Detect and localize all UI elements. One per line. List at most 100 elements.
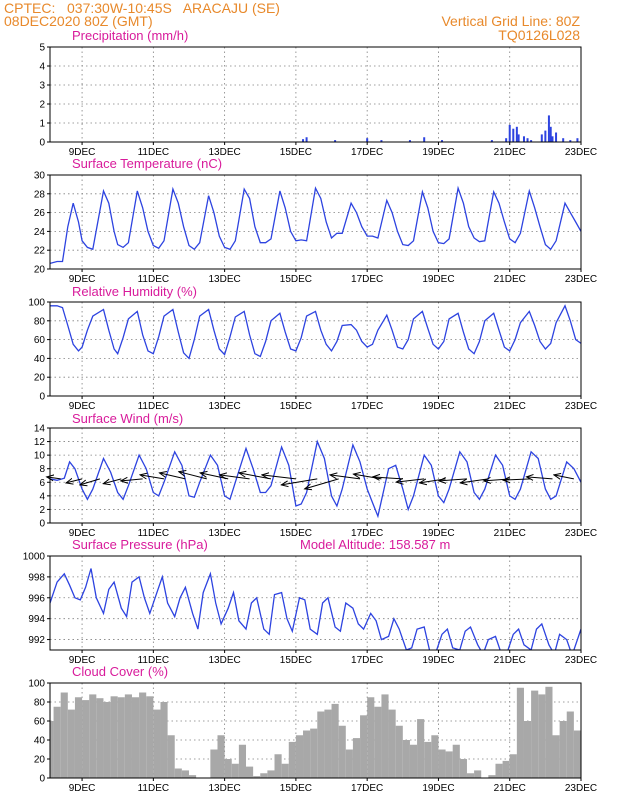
y-tick-label: 2 xyxy=(39,100,45,111)
cloud-bar xyxy=(267,770,275,778)
y-tick-label: 100 xyxy=(28,298,45,309)
precip-bar xyxy=(334,140,337,142)
cloud-bar xyxy=(395,725,403,778)
precip-bar xyxy=(549,126,552,142)
precip-bar xyxy=(515,126,518,142)
cloud-bar xyxy=(96,698,104,778)
x-tick-label: 17DEC xyxy=(351,274,383,285)
x-tick-label: 11DEC xyxy=(138,147,170,158)
cloud-bar xyxy=(67,709,75,778)
cloud-bar xyxy=(231,763,239,778)
x-tick-label: 13DEC xyxy=(208,655,240,666)
precip-bar xyxy=(526,138,529,142)
cloud-bar xyxy=(317,711,325,778)
cloud-bar xyxy=(253,776,261,778)
y-tick-label: 22 xyxy=(34,246,46,257)
precip-bar xyxy=(305,137,308,142)
precip-bar xyxy=(555,132,558,142)
precip-bar xyxy=(423,137,426,142)
wind-title: Surface Wind (m/s) xyxy=(72,411,183,426)
precip-bar xyxy=(517,134,520,142)
cloud-bar xyxy=(124,694,132,778)
cloud-bar xyxy=(452,744,460,778)
y-tick-label: 4 xyxy=(39,62,45,73)
pressure-title: Surface Pressure (hPa) xyxy=(72,537,208,552)
cloud_cover-data xyxy=(50,686,581,778)
cloud-bar xyxy=(417,719,425,778)
cloud-bar xyxy=(160,702,168,778)
wind-vector xyxy=(305,478,339,489)
wind-line xyxy=(50,439,581,519)
cloud_cover-frame xyxy=(49,682,582,779)
x-tick-label: 23DEC xyxy=(565,783,597,794)
model-altitude: Model Altitude: 158.587 m xyxy=(300,537,450,552)
cloud-bar xyxy=(360,715,368,778)
wind-vector xyxy=(220,475,250,480)
wind-data xyxy=(50,439,581,519)
x-tick-label: 21DEC xyxy=(494,783,526,794)
precip-bar xyxy=(530,140,533,142)
cloud-bar xyxy=(374,706,382,778)
precipitation-panel: 0 1 2 3 4 5 9DEC 11DEC 13DEC 15DEC 17DEC 19DEC 21DEC… xyxy=(39,28,597,158)
x-tick-label: 21DEC xyxy=(494,147,526,158)
wind-vector xyxy=(262,475,296,480)
x-tick-label: 9DEC xyxy=(69,528,96,539)
cloud-bar xyxy=(388,709,396,778)
cloud_cover-title: Cloud Cover (%) xyxy=(72,664,168,679)
wind-vector xyxy=(526,477,553,479)
y-tick-label: 4 xyxy=(39,491,45,502)
wind-vector xyxy=(159,473,186,480)
precip-bar xyxy=(562,138,565,142)
y-tick-label: 40 xyxy=(34,354,46,365)
y-tick-label: 28 xyxy=(34,189,46,200)
y-tick-label: 8 xyxy=(39,464,45,475)
wind-vector xyxy=(47,477,61,479)
cloud-bar xyxy=(338,725,346,778)
temperature-data xyxy=(50,185,581,265)
cloud-bar xyxy=(509,754,517,778)
x-tick-label: 21DEC xyxy=(494,528,526,539)
cloud-bar xyxy=(502,760,510,778)
cloud-bar xyxy=(131,697,140,778)
cloud-bar xyxy=(459,759,467,778)
precip-bar xyxy=(569,140,572,142)
y-tick-label: 20 xyxy=(34,265,46,276)
grid-line-note: Vertical Grid Line: 80Z xyxy=(441,13,580,29)
x-tick-label: 11DEC xyxy=(138,274,170,285)
wind-vector xyxy=(66,479,83,483)
x-tick-label: 23DEC xyxy=(565,528,597,539)
x-tick-label: 11DEC xyxy=(138,528,170,539)
station-header: CPTEC: 037:30W-10:45S ARACAJU (SE) xyxy=(4,0,280,16)
cloud-bar xyxy=(188,775,197,778)
x-tick-label: 23DEC xyxy=(565,274,597,285)
cloud-bar xyxy=(74,697,83,778)
x-tick-label: 15DEC xyxy=(280,528,312,539)
x-tick-label: 13DEC xyxy=(208,783,240,794)
cloud-bar xyxy=(288,741,296,778)
cloud-bar xyxy=(445,751,453,778)
y-tick-label: 0 xyxy=(39,519,45,530)
cloud-bar xyxy=(110,696,118,778)
y-tick-label: 3 xyxy=(39,81,45,92)
y-tick-label: 20 xyxy=(34,373,46,384)
x-tick-label: 17DEC xyxy=(351,528,383,539)
cloud-bar xyxy=(367,697,375,778)
x-tick-label: 23DEC xyxy=(565,655,597,666)
cloud-bar xyxy=(538,694,546,778)
x-tick-label: 19DEC xyxy=(422,783,454,794)
precip-bar xyxy=(576,138,579,142)
temperature-frame xyxy=(49,174,582,270)
y-tick-label: 0 xyxy=(39,392,45,403)
wind-panel: 0 2 4 6 8 10 12 14 9DEC 11DEC 13DEC 15DEC 17DEC 19DEC… xyxy=(34,411,597,539)
y-tick-label: 12 xyxy=(34,437,46,448)
cloud-bar xyxy=(474,770,482,778)
y-tick-label: 60 xyxy=(34,717,46,728)
x-tick-label: 19DEC xyxy=(422,401,454,412)
y-tick-label: 2 xyxy=(39,505,45,516)
cloud-bar xyxy=(82,700,90,778)
cloud-bar xyxy=(488,775,496,778)
x-tick-label: 21DEC xyxy=(494,655,526,666)
pressure-panel: 992 994 996 998 1000 9DEC 11DEC 13DEC 15DEC 17DEC… xyxy=(23,537,597,666)
